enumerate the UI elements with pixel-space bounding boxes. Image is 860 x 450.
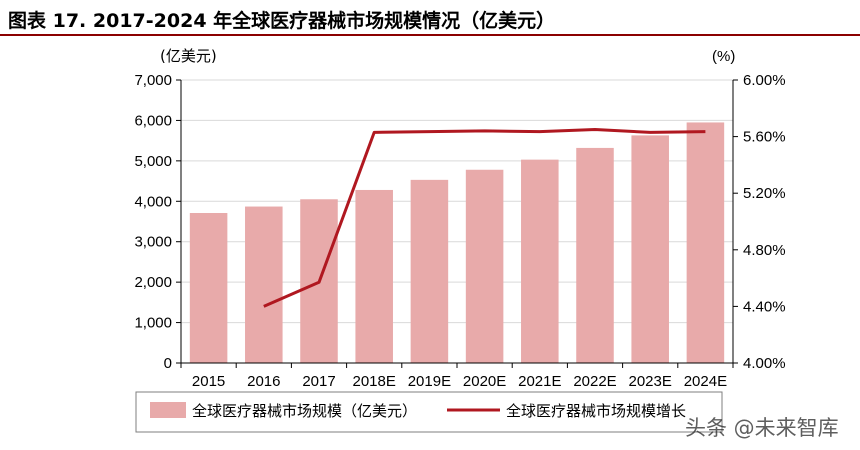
legend: 全球医疗器械市场规模（亿美元） 全球医疗器械市场规模增长	[135, 391, 723, 433]
right-tick-label: 6.00%	[743, 72, 786, 89]
left-axis-unit: (亿美元)	[160, 47, 217, 65]
right-tick-label: 4.80%	[743, 242, 786, 259]
x-tick-label: 2023E	[629, 373, 672, 390]
bar	[355, 189, 393, 363]
bar	[410, 179, 449, 363]
left-tick-label: 0	[164, 355, 172, 372]
axes: 7,000 6,000 5,000 4,000 3,000 2,000 1,000 0 6.00…	[134, 72, 785, 390]
bar	[189, 213, 228, 363]
x-tick-label: 2024E	[684, 373, 727, 390]
bar	[465, 169, 504, 363]
bar	[521, 159, 559, 363]
x-tick-label: 2021E	[518, 373, 561, 390]
left-tick-label: 6,000	[134, 112, 172, 129]
left-tick-label: 4,000	[134, 193, 172, 210]
growth-line	[263, 128, 706, 308]
x-tick-label: 2020E	[463, 373, 506, 390]
bar	[576, 147, 614, 363]
x-tick-label: 2015	[192, 373, 225, 390]
x-tick-label: 2022E	[573, 373, 616, 390]
legend-box	[135, 391, 723, 433]
x-tick-label: 2019E	[408, 373, 451, 390]
watermark: 头条 @未来智库	[685, 416, 839, 440]
x-tick-label: 2017	[302, 373, 335, 390]
bars	[189, 122, 725, 363]
bar	[245, 206, 283, 363]
bar	[686, 122, 725, 363]
chart-title: 图表 17. 2017-2024 年全球医疗器械市场规模情况（亿美元）	[8, 10, 556, 32]
right-tick-label: 5.20%	[743, 185, 786, 202]
x-tick-label: 2018E	[353, 373, 396, 390]
title-bar: 图表 17. 2017-2024 年全球医疗器械市场规模情况（亿美元）	[0, 0, 860, 36]
left-tick-label: 2,000	[134, 274, 172, 291]
left-tick-label: 5,000	[134, 153, 172, 170]
left-tick-label: 1,000	[134, 315, 172, 332]
legend-line-label: 全球医疗器械市场规模增长	[506, 402, 686, 420]
x-tick-label: 2016	[247, 373, 280, 390]
left-tick-label: 3,000	[134, 234, 172, 251]
right-tick-label: 4.00%	[743, 355, 786, 372]
right-axis-unit: (%)	[712, 48, 735, 65]
right-tick-label: 4.40%	[743, 298, 786, 315]
legend-bar-swatch	[150, 402, 186, 418]
growth-line-path	[263, 128, 706, 308]
bar	[631, 135, 669, 363]
right-tick-label: 5.60%	[743, 129, 786, 146]
left-tick-label: 7,000	[134, 72, 172, 89]
chart: 7,000 6,000 5,000 4,000 3,000 2,000 1,000 0 6.00…	[134, 47, 786, 433]
legend-bar-label: 全球医疗器械市场规模（亿美元）	[192, 402, 417, 420]
